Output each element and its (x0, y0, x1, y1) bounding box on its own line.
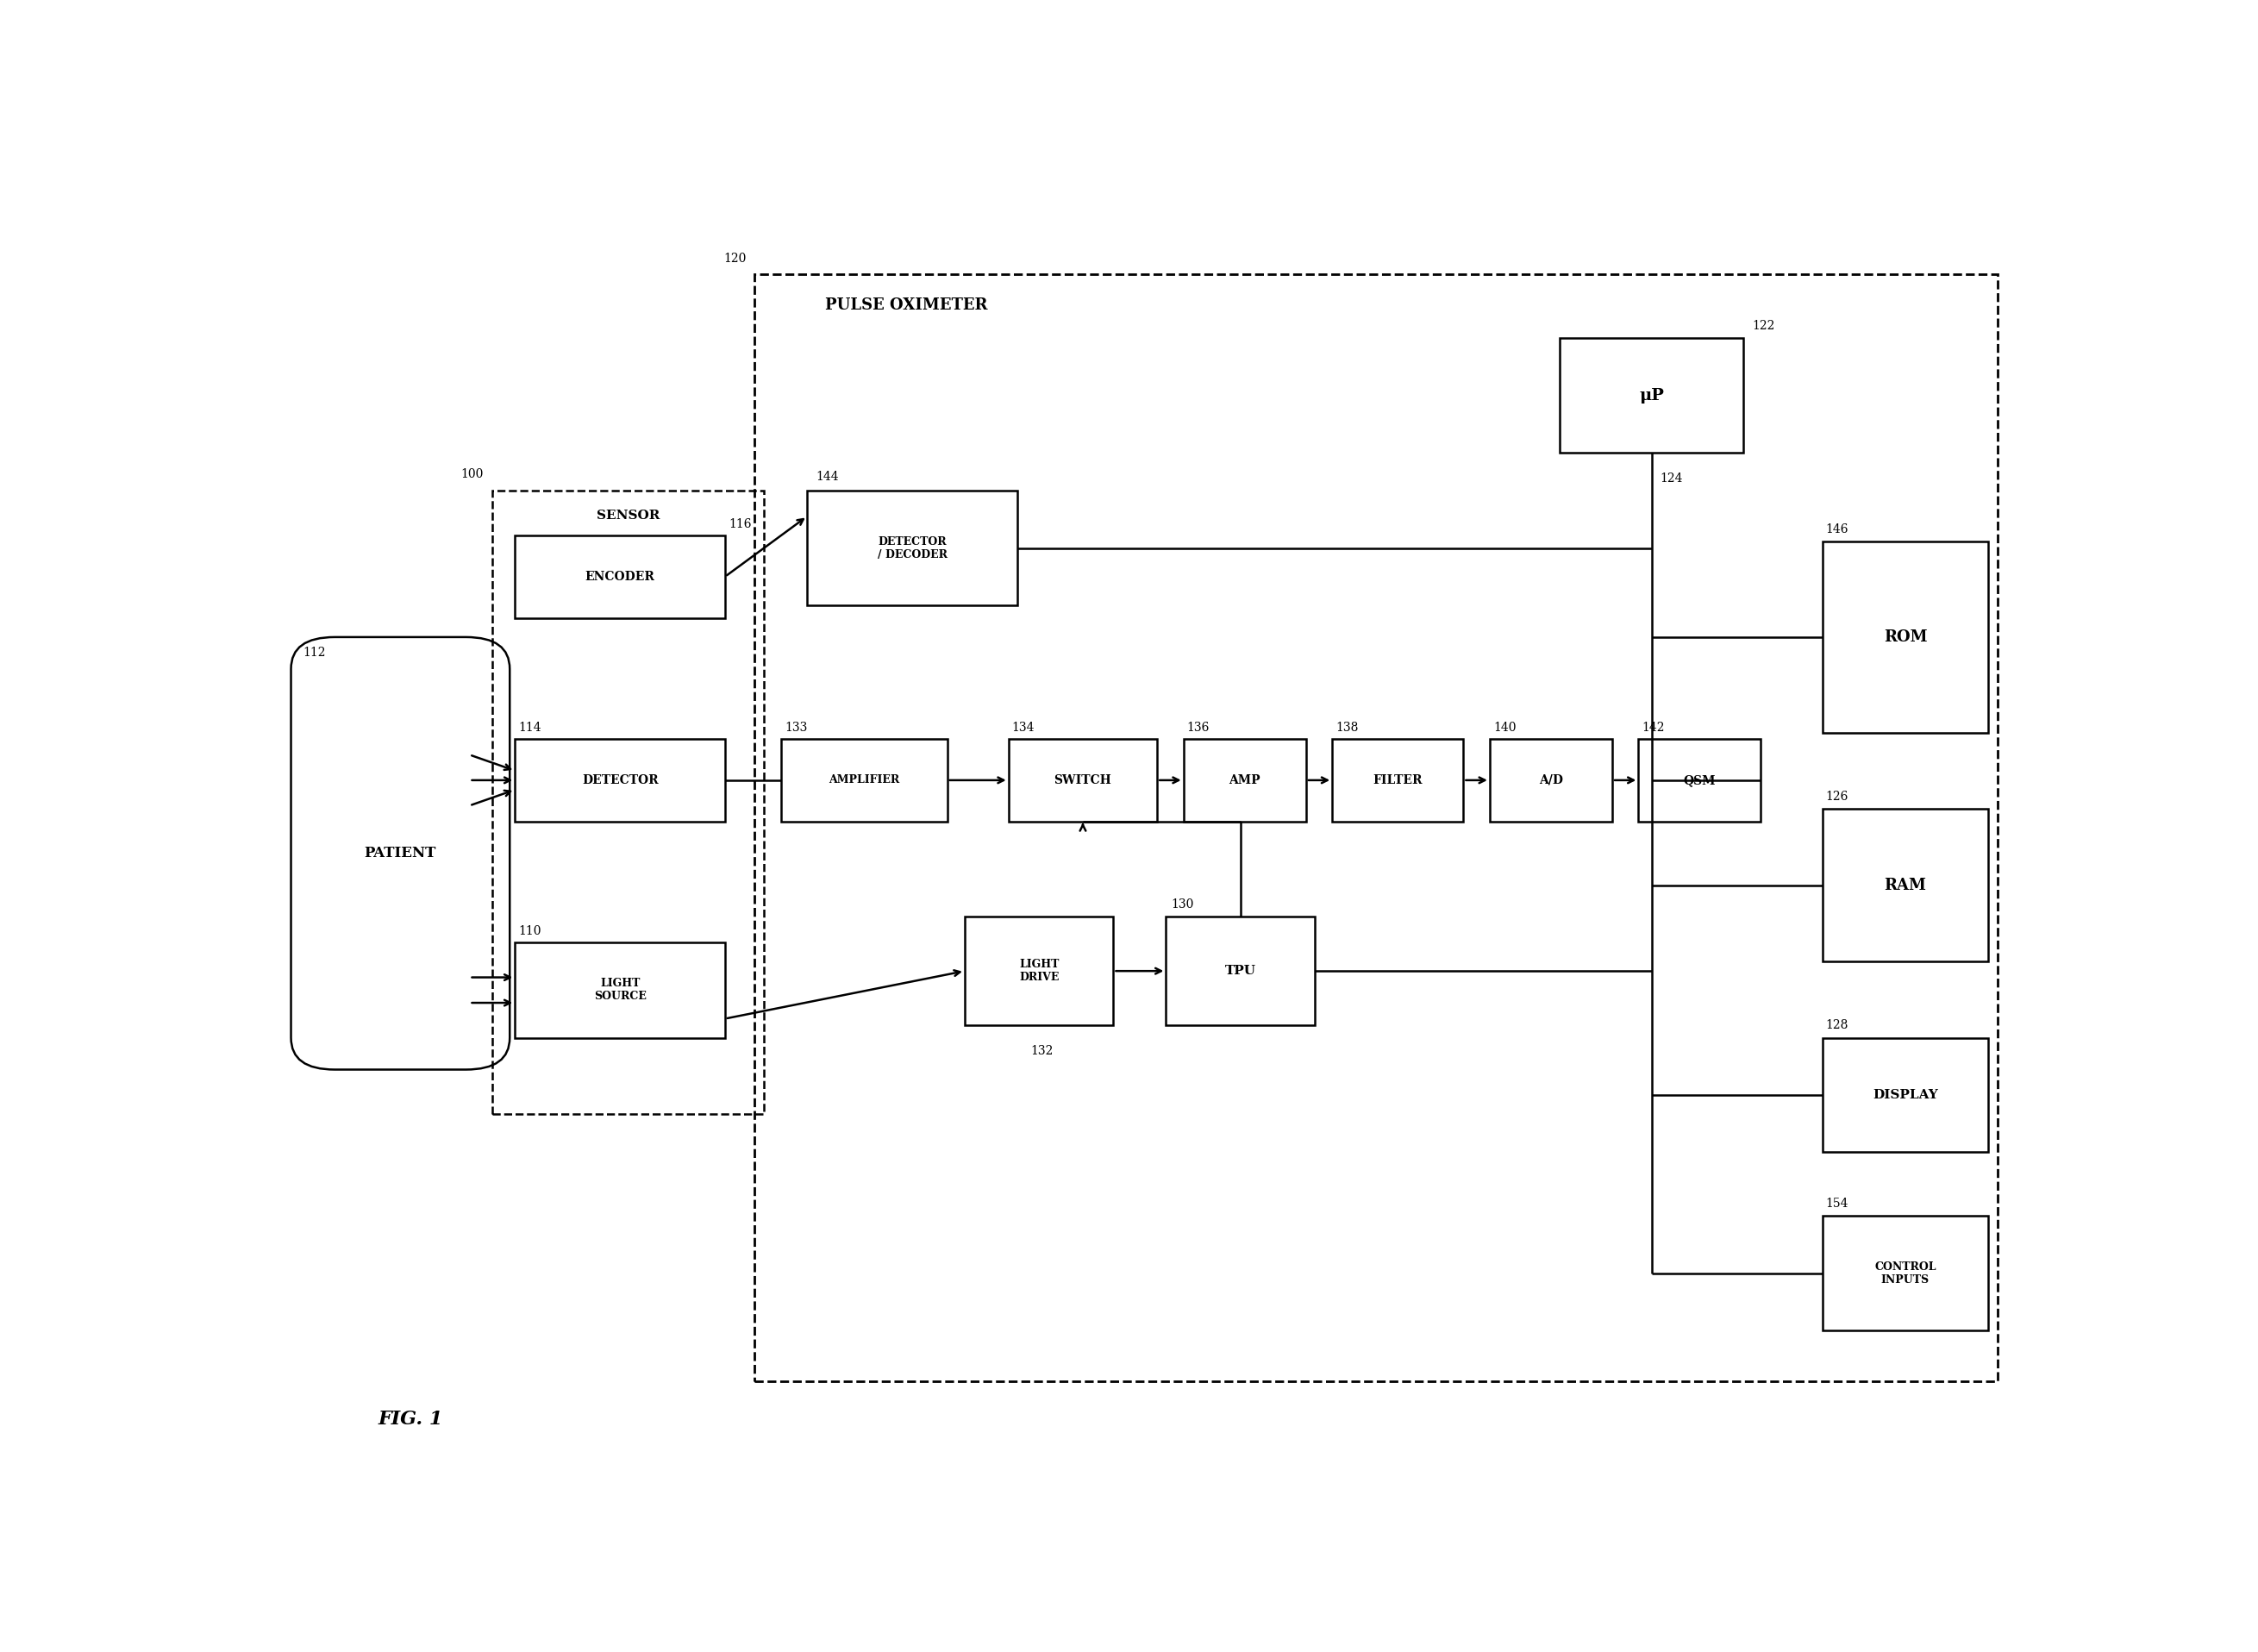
FancyBboxPatch shape (291, 638, 510, 1069)
FancyBboxPatch shape (515, 738, 725, 821)
Text: 128: 128 (1827, 1019, 1849, 1031)
Text: 124: 124 (1660, 472, 1682, 484)
FancyBboxPatch shape (1822, 809, 1989, 961)
Text: ROM: ROM (1883, 629, 1926, 644)
Text: 112: 112 (303, 646, 325, 659)
Text: CONTROL
INPUTS: CONTROL INPUTS (1874, 1260, 1935, 1285)
FancyBboxPatch shape (1822, 1037, 1989, 1153)
Text: 142: 142 (1642, 722, 1664, 733)
FancyBboxPatch shape (808, 491, 1016, 605)
FancyBboxPatch shape (1183, 738, 1305, 821)
Text: 130: 130 (1172, 899, 1194, 910)
Text: FIG. 1: FIG. 1 (379, 1409, 443, 1429)
Text: ENCODER: ENCODER (585, 570, 655, 583)
Text: 110: 110 (519, 925, 542, 937)
Text: QSM: QSM (1684, 775, 1716, 786)
Text: TPU: TPU (1224, 965, 1255, 976)
Text: 122: 122 (1752, 320, 1775, 332)
FancyBboxPatch shape (1165, 917, 1314, 1024)
Text: 140: 140 (1493, 722, 1515, 733)
Text: 138: 138 (1337, 722, 1359, 733)
FancyBboxPatch shape (1822, 1216, 1989, 1330)
Text: 154: 154 (1827, 1198, 1849, 1209)
FancyBboxPatch shape (1490, 738, 1612, 821)
FancyBboxPatch shape (515, 535, 725, 618)
FancyBboxPatch shape (1009, 738, 1156, 821)
Text: RAM: RAM (1883, 877, 1926, 892)
FancyBboxPatch shape (515, 942, 725, 1037)
Text: 116: 116 (729, 519, 752, 530)
Text: 133: 133 (784, 722, 806, 733)
Text: LIGHT
SOURCE: LIGHT SOURCE (594, 978, 646, 1003)
Text: μP: μP (1639, 388, 1664, 403)
Text: 144: 144 (815, 471, 840, 482)
Text: 136: 136 (1188, 722, 1210, 733)
Text: SENSOR: SENSOR (596, 510, 659, 522)
FancyBboxPatch shape (1639, 738, 1761, 821)
Text: 114: 114 (519, 722, 542, 733)
Text: PULSE OXIMETER: PULSE OXIMETER (824, 297, 987, 312)
Text: 120: 120 (723, 253, 745, 264)
FancyBboxPatch shape (781, 738, 948, 821)
Text: LIGHT
DRIVE: LIGHT DRIVE (1018, 958, 1059, 983)
Text: AMP: AMP (1228, 775, 1260, 786)
Text: DETECTOR: DETECTOR (583, 775, 657, 786)
Text: DISPLAY: DISPLAY (1872, 1089, 1937, 1102)
Text: PATIENT: PATIENT (364, 846, 436, 861)
Text: 126: 126 (1827, 790, 1849, 803)
Text: DETECTOR
/ DECODER: DETECTOR / DECODER (878, 535, 946, 560)
Text: FILTER: FILTER (1373, 775, 1423, 786)
Text: 132: 132 (1030, 1044, 1052, 1057)
FancyBboxPatch shape (1560, 339, 1743, 453)
Text: 146: 146 (1827, 524, 1849, 535)
Text: AMPLIFIER: AMPLIFIER (829, 775, 899, 786)
Text: 134: 134 (1012, 722, 1034, 733)
FancyBboxPatch shape (1332, 738, 1463, 821)
FancyBboxPatch shape (1822, 542, 1989, 732)
Text: A/D: A/D (1540, 775, 1563, 786)
FancyBboxPatch shape (964, 917, 1113, 1024)
Text: 100: 100 (461, 469, 483, 481)
Text: SWITCH: SWITCH (1054, 775, 1111, 786)
